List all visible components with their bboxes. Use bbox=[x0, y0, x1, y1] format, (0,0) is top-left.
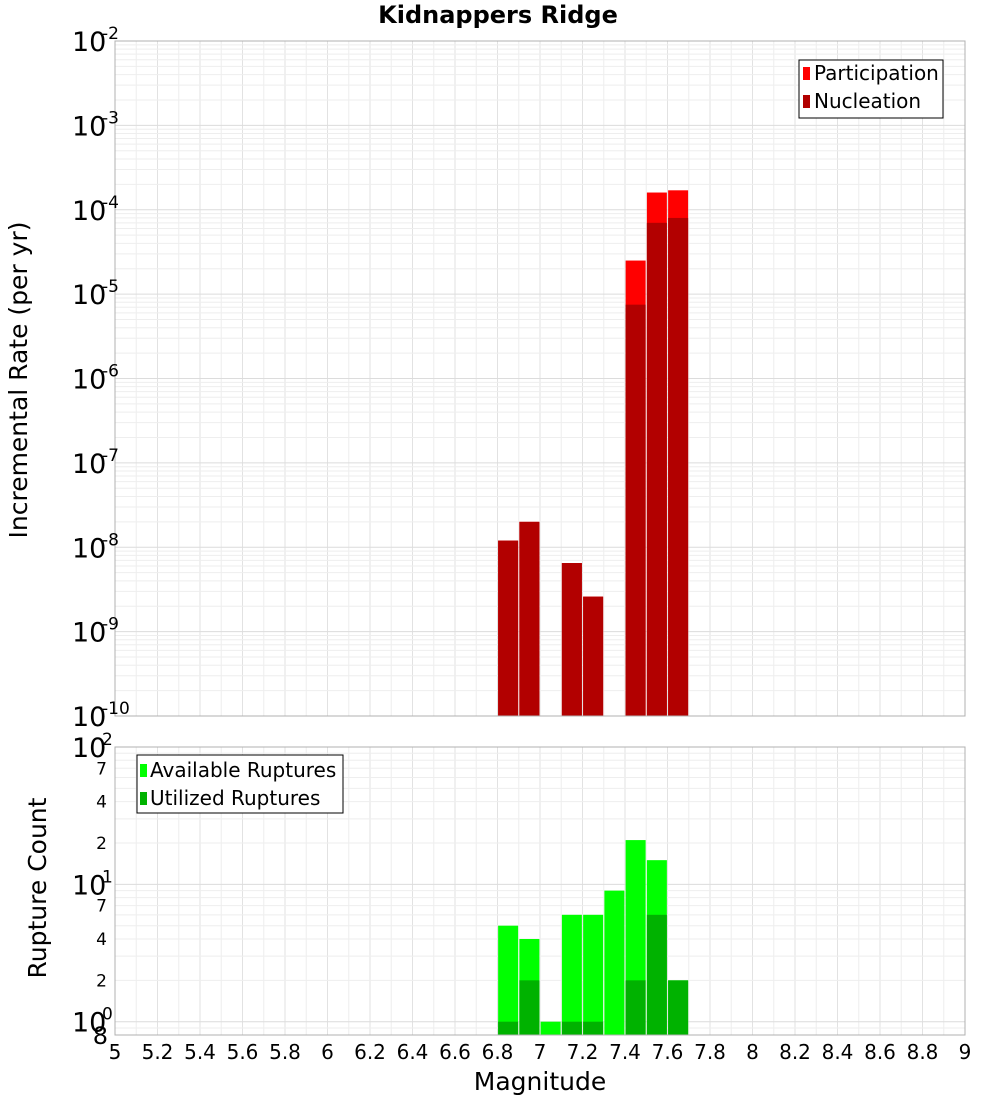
x-tick-label: 5.6 bbox=[227, 1040, 259, 1064]
top-y-tick-exponent: -4 bbox=[102, 193, 119, 213]
x-tick-label: 7 bbox=[534, 1040, 547, 1064]
top-plot-border bbox=[114, 40, 966, 717]
top-bar-nucleation bbox=[519, 521, 540, 716]
top-legend-box bbox=[798, 59, 944, 119]
top-y-tick-label: 10 bbox=[72, 111, 106, 142]
bottom-y-tick-label: 10 bbox=[72, 870, 106, 901]
top-y-tick-exponent: -3 bbox=[102, 108, 119, 128]
x-tick-label: 7.2 bbox=[567, 1040, 599, 1064]
x-tick-label: 5.2 bbox=[142, 1040, 174, 1064]
bottom-y-minor-label: 4 bbox=[96, 793, 107, 813]
x-tick-label: 5.8 bbox=[269, 1040, 301, 1064]
bottom-y-tick-exponent: 2 bbox=[102, 730, 113, 750]
x-tick-label: 7.6 bbox=[652, 1040, 684, 1064]
x-tick-label: 9 bbox=[959, 1040, 972, 1064]
top-y-tick-label: 10 bbox=[72, 27, 106, 58]
legend-swatch-utilized bbox=[140, 792, 147, 805]
top-y-tick-exponent: -2 bbox=[102, 24, 119, 44]
x-tick-label: 8 bbox=[746, 1040, 759, 1064]
x-tick-label: 6.8 bbox=[482, 1040, 514, 1064]
top-plot: 10-210-310-410-510-610-710-810-910-10 bbox=[72, 24, 966, 733]
bottom-bar-utilized-ruptures bbox=[668, 980, 689, 1035]
bottom-y-tick-label: 10 bbox=[72, 733, 106, 764]
bottom-bar-utilized-ruptures bbox=[561, 1021, 582, 1035]
bottom-bar-utilized-ruptures bbox=[646, 914, 667, 1035]
bottom-bar-available-ruptures bbox=[583, 914, 604, 1035]
top-y-tick-label: 10 bbox=[72, 365, 106, 396]
top-bar-nucleation bbox=[498, 540, 519, 716]
top-bar-nucleation bbox=[668, 217, 689, 716]
x-tick-label: 6 bbox=[321, 1040, 334, 1064]
x-tick-label: 8.8 bbox=[907, 1040, 939, 1064]
top-y-tick-exponent: -8 bbox=[102, 530, 119, 550]
x-tick-label: 8.2 bbox=[779, 1040, 811, 1064]
bottom-y-minor-label: 8 bbox=[93, 1022, 108, 1050]
x-tick-label: 6.4 bbox=[397, 1040, 429, 1064]
bottom-bar-available-ruptures bbox=[498, 925, 519, 1035]
top-y-axis-title: Incremental Rate (per yr) bbox=[4, 222, 33, 539]
top-y-tick-exponent: -6 bbox=[102, 362, 119, 382]
top-y-tick-exponent: -9 bbox=[102, 615, 119, 635]
x-tick-label: 5 bbox=[109, 1040, 122, 1064]
top-y-tick-label: 10 bbox=[72, 449, 106, 480]
top-bar-nucleation bbox=[625, 304, 646, 716]
legend-label-available: Available Ruptures bbox=[150, 758, 336, 782]
bottom-bar-available-ruptures bbox=[540, 1021, 561, 1035]
x-tick-label: 5.4 bbox=[184, 1040, 216, 1064]
bottom-bar-available-ruptures bbox=[604, 890, 625, 1035]
legend-label-utilized: Utilized Ruptures bbox=[150, 786, 320, 810]
top-y-tick-exponent: -5 bbox=[102, 277, 119, 297]
x-tick-label: 8.4 bbox=[822, 1040, 854, 1064]
x-tick-label: 8.6 bbox=[864, 1040, 896, 1064]
bottom-y-tick-exponent: 1 bbox=[102, 867, 113, 887]
bottom-y-minor-label: 2 bbox=[96, 971, 107, 991]
top-bar-nucleation bbox=[646, 222, 667, 716]
top-y-tick-label: 10 bbox=[72, 618, 106, 649]
legend-swatch-nucleation bbox=[803, 95, 810, 108]
bottom-y-tick-label: 10 bbox=[72, 1008, 106, 1039]
chart-title: Kidnappers Ridge bbox=[378, 1, 618, 29]
top-y-tick-exponent: -7 bbox=[102, 446, 119, 466]
bottom-legend-box bbox=[136, 754, 344, 814]
top-bar-nucleation bbox=[583, 596, 604, 716]
bottom-y-axis-title: Rupture Count bbox=[23, 797, 52, 978]
top-y-tick-label: 10 bbox=[72, 196, 106, 227]
top-y-tick-label: 10 bbox=[72, 702, 106, 733]
legend-swatch-available bbox=[140, 764, 147, 777]
x-tick-label: 7.4 bbox=[609, 1040, 641, 1064]
bottom-y-minor-label: 2 bbox=[96, 834, 107, 854]
legend-label-participation: Participation bbox=[814, 61, 939, 85]
bottom-y-minor-label: 7 bbox=[96, 897, 107, 917]
legend-swatch-participation bbox=[803, 67, 810, 80]
x-tick-label: 6.6 bbox=[439, 1040, 471, 1064]
bottom-y-tick-exponent: 0 bbox=[102, 1005, 113, 1025]
bottom-legend: Available Ruptures Utilized Ruptures bbox=[136, 754, 344, 814]
x-axis-title: Magnitude bbox=[474, 1067, 606, 1096]
bottom-bar-utilized-ruptures bbox=[625, 980, 646, 1035]
top-bar-nucleation bbox=[561, 563, 582, 716]
top-legend: Participation Nucleation bbox=[798, 59, 944, 119]
bottom-bar-utilized-ruptures bbox=[519, 980, 540, 1035]
legend-label-nucleation: Nucleation bbox=[814, 89, 921, 113]
bottom-y-minor-label: 7 bbox=[96, 759, 107, 779]
bottom-bar-available-ruptures bbox=[561, 914, 582, 1035]
bottom-bar-utilized-ruptures bbox=[498, 1021, 519, 1035]
bottom-plot-border bbox=[114, 746, 966, 1036]
x-tick-label: 7.8 bbox=[694, 1040, 726, 1064]
top-y-tick-label: 10 bbox=[72, 280, 106, 311]
top-y-tick-label: 10 bbox=[72, 533, 106, 564]
bottom-bar-utilized-ruptures bbox=[583, 1021, 604, 1035]
x-tick-label: 6.2 bbox=[354, 1040, 386, 1064]
top-y-tick-exponent: -10 bbox=[102, 699, 130, 719]
bottom-y-minor-label: 4 bbox=[96, 930, 107, 950]
